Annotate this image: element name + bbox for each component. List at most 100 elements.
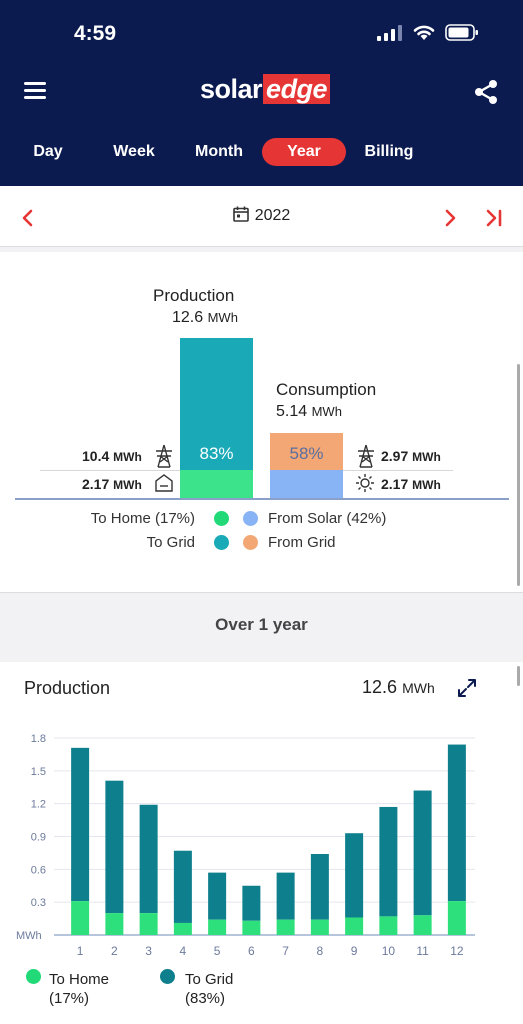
sun-icon [356, 474, 374, 492]
x-tick-label: 2 [111, 944, 118, 958]
chart-legend-to-grid: To Grid (83%) [185, 971, 234, 1007]
tab-week[interactable]: Week [113, 143, 155, 160]
baseline [15, 498, 509, 500]
y-axis-label: MWh [16, 930, 42, 942]
legend-from-solar-dot [243, 511, 258, 526]
bar-to-grid [413, 790, 432, 916]
y-tick-label: 1.8 [31, 733, 46, 745]
y-tick-label: 1.5 [31, 766, 46, 778]
home-icon [155, 474, 173, 492]
bar-to-grid [105, 780, 124, 914]
x-tick-label: 10 [382, 944, 396, 958]
bar-to-grid [310, 854, 329, 920]
y-tick-label: 0.6 [31, 864, 46, 876]
bar-to-grid [447, 744, 466, 902]
chart-legend-to-home: To Home (17%) [49, 971, 110, 1007]
bar-to-grid [208, 872, 227, 920]
bar-to-home [447, 901, 466, 935]
previous-period-icon[interactable] [20, 209, 34, 227]
consumption-title: Consumption [276, 380, 377, 399]
bar-to-grid [276, 872, 295, 920]
to-home-value: 2.17 MWh [82, 476, 142, 492]
bar-to-home [276, 919, 295, 935]
divider [343, 470, 453, 471]
divider [40, 470, 180, 471]
grid-tower-icon [156, 444, 172, 468]
date-selector[interactable]: 2022 [0, 206, 523, 225]
legend-to-home-label: To Home (17%) [90, 510, 195, 527]
production-total: 12.6 MWh [172, 309, 238, 326]
scrollbar[interactable] [517, 666, 520, 686]
legend-to-grid-label: To Grid [146, 534, 195, 551]
production-title: Production [153, 286, 235, 305]
legend-to-home-dot [214, 511, 229, 526]
tab-billing[interactable]: Billing [364, 143, 414, 160]
consumption-from-grid-bar [270, 433, 343, 470]
x-tick-label: 1 [77, 944, 84, 958]
tab-year[interactable]: Year [262, 138, 346, 166]
chart-legend-to-home-dot [26, 969, 41, 984]
bar-to-home [379, 916, 398, 935]
consumption-percent: 58% [289, 444, 324, 463]
wifi-icon [413, 25, 435, 40]
period-label: Over 1 year [215, 615, 308, 634]
x-tick-label: 5 [214, 944, 221, 958]
status-time: 4:59 [74, 22, 117, 45]
scrollbar[interactable] [517, 364, 520, 586]
tab-day[interactable]: Day [33, 143, 63, 160]
expand-icon[interactable] [457, 678, 477, 698]
bar-to-home [310, 919, 329, 935]
y-tick-label: 0.9 [31, 832, 46, 844]
bar-to-home [345, 917, 364, 935]
production-to-home-bar [180, 470, 253, 498]
solaredge-logo: solar edge [200, 74, 331, 105]
last-period-icon[interactable] [485, 209, 503, 227]
grid-tower-icon [358, 444, 374, 468]
y-tick-label: 0.3 [31, 897, 46, 909]
consumption-total: 5.14 MWh [276, 403, 342, 420]
production-chart-total: 12.6 MWh [362, 677, 435, 697]
bar-to-home [173, 922, 192, 935]
bar-to-grid [173, 850, 192, 923]
from-solar-value: 2.17 MWh [381, 476, 441, 492]
x-tick-label: 9 [351, 944, 358, 958]
to-grid-value: 10.4 MWh [82, 448, 142, 464]
x-tick-label: 8 [317, 944, 324, 958]
calendar-icon [232, 206, 249, 222]
app-header: 4:59 solar edge Day Week Month Year [0, 0, 523, 186]
period-tabs: Day Week Month Year Billing [0, 138, 523, 168]
date-navigation-bar [0, 186, 523, 247]
battery-icon [445, 24, 478, 41]
production-percent: 83% [199, 444, 234, 463]
x-tick-label: 7 [282, 944, 289, 958]
production-to-grid-bar [180, 338, 253, 470]
y-tick-label: 1.2 [31, 799, 46, 811]
tab-month[interactable]: Month [195, 143, 243, 160]
x-tick-label: 12 [450, 944, 464, 958]
date-label: 2022 [254, 207, 291, 224]
bar-to-home [71, 901, 90, 935]
production-chart-title: Production [24, 678, 111, 698]
bar-to-home [105, 913, 124, 935]
next-period-icon[interactable] [444, 209, 458, 227]
x-tick-label: 6 [248, 944, 255, 958]
legend-to-grid-dot [214, 535, 229, 550]
bar-to-grid [345, 833, 364, 918]
production-chart-card: Production 12.6 MWh 0.3 0.6 0.9 1.2 1.5 1.8 MW… [0, 662, 523, 1024]
chart-legend-to-grid-dot [160, 969, 175, 984]
from-grid-value: 2.97 MWh [381, 448, 441, 464]
bar-to-grid [71, 747, 90, 902]
energy-summary-card: Production 12.6 MWh 83% Consumption 5.14… [0, 252, 523, 593]
legend-from-grid-dot [243, 535, 258, 550]
bar-to-grid [242, 885, 261, 921]
share-icon[interactable] [473, 79, 499, 105]
x-tick-label: 11 [416, 944, 429, 958]
legend-from-grid-label: From Grid [268, 534, 336, 551]
menu-icon[interactable] [24, 82, 46, 100]
bar-to-home [208, 919, 227, 935]
period-section: Over 1 year [0, 594, 523, 656]
bar-to-home [413, 915, 432, 935]
bar-to-grid [379, 806, 398, 917]
x-tick-label: 3 [145, 944, 152, 958]
